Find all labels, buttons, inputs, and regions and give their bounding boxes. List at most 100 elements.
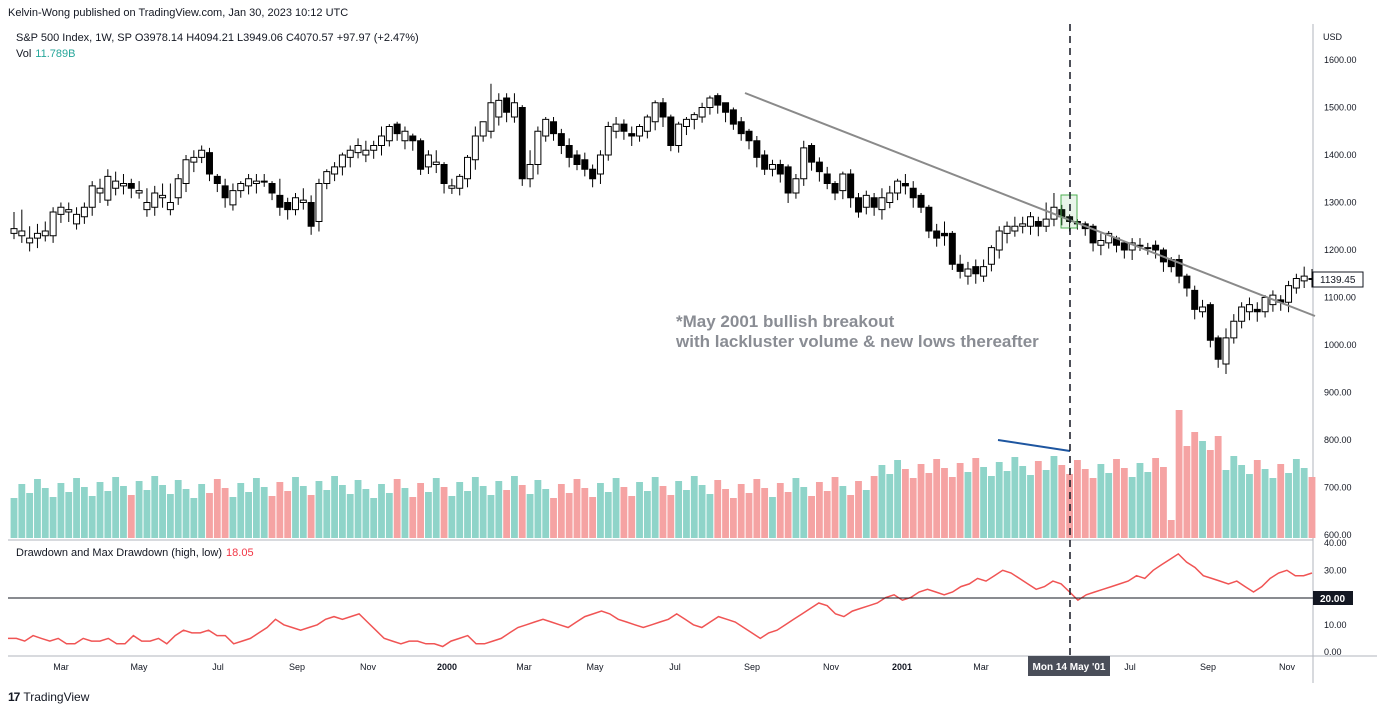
volume-bar (988, 476, 995, 538)
volume-bar (362, 489, 370, 538)
time-tick-label: Mar (53, 662, 69, 672)
volume-bar (370, 498, 378, 538)
candle-down (573, 154, 581, 165)
candle-down (503, 97, 511, 113)
candle-up (1003, 225, 1011, 234)
crosshair-time-label: Mon 14 May '01 (1033, 662, 1106, 673)
candle-up (378, 135, 386, 146)
volume-bar (331, 476, 338, 538)
candle-up (792, 178, 800, 194)
candle-up (80, 206, 88, 218)
volume-bar (464, 491, 471, 538)
volume-bar (1199, 441, 1206, 538)
candle-down (518, 107, 526, 180)
volume-bar (432, 478, 440, 538)
candle-down (620, 123, 628, 132)
volume-bar (690, 476, 698, 538)
candle-up (800, 147, 808, 180)
volume-bar (1152, 458, 1160, 538)
volume-bar (925, 473, 933, 538)
volume-bar (127, 495, 135, 538)
candle-up (182, 159, 190, 184)
candle-down (933, 230, 941, 239)
candle-down (1183, 275, 1191, 289)
candle-up (839, 173, 847, 192)
time-tick-label: Sep (1200, 662, 1216, 672)
footer-brand[interactable]: 17 TradingView (8, 690, 89, 704)
volume-bar (213, 479, 221, 538)
volume-bar (542, 489, 550, 538)
volume-bar (323, 490, 331, 538)
candle-down (972, 266, 980, 275)
candle-up (88, 185, 96, 208)
volume-bar (557, 484, 565, 538)
legend-symbol[interactable]: S&P 500 Index, 1W, SP (16, 32, 132, 44)
volume-bar (761, 488, 769, 538)
candle-up (65, 209, 73, 213)
annotation-line-2[interactable]: with lackluster volume & new lows therea… (675, 332, 1039, 351)
drawdown-axis[interactable]: 40.00 30.00 10.00 0.00 (1324, 538, 1347, 657)
volume-bar (471, 477, 479, 538)
volume-bar (1230, 456, 1238, 538)
volume-bar (1167, 520, 1175, 538)
candle-up (542, 118, 550, 137)
candle-up (315, 183, 323, 222)
breakout-highlight-box[interactable] (1060, 194, 1078, 229)
volume-bar (933, 459, 941, 538)
legend-open: O3978.14 (134, 32, 184, 44)
candle-up (1261, 297, 1269, 313)
candle-up (245, 178, 253, 187)
volume-bar (34, 479, 41, 538)
candle-up (331, 166, 339, 175)
candle-down (393, 123, 401, 135)
volume-label[interactable]: Vol (16, 48, 32, 60)
volume-bar (573, 479, 581, 538)
candle-down (847, 173, 855, 199)
volume-bar (1253, 460, 1261, 538)
candle-up (229, 190, 237, 206)
volume-bar (65, 492, 73, 538)
last-price-label: 1139.45 (1320, 275, 1356, 286)
time-tick-label: Jul (1124, 662, 1136, 672)
volume-bar (112, 477, 120, 538)
volume-bar (1206, 450, 1214, 538)
candle-down (1175, 259, 1183, 277)
candle-up (166, 202, 174, 211)
candle-up (495, 99, 503, 118)
volume-bar (166, 494, 174, 538)
candle-up (151, 192, 159, 208)
volume-bar (1042, 470, 1050, 538)
candle-up (190, 156, 198, 163)
candle-up (456, 175, 464, 189)
candle-up (526, 164, 534, 180)
drawdown-label[interactable]: Drawdown and Max Drawdown (high, low) (16, 547, 223, 559)
candle-up (49, 211, 57, 237)
volume-bar (1175, 410, 1183, 538)
annotation-line-1[interactable]: *May 2001 bullish breakout (676, 312, 895, 331)
candle-up (401, 130, 409, 142)
volume-divergence-line[interactable] (997, 439, 1071, 452)
candle-down (737, 121, 745, 135)
volume-bar (1027, 475, 1034, 538)
candle-up (987, 247, 995, 265)
volume-bar (878, 465, 886, 538)
time-tick-label: Nov (360, 662, 377, 672)
volume-bar (120, 486, 127, 538)
publisher-line: Kelvin-Wong published on TradingView.com… (8, 7, 349, 19)
volume-bar (581, 488, 589, 538)
candle-down (1089, 225, 1097, 244)
time-axis[interactable]: Mar May Jul Sep Nov 2000 Mar May Jul Sep Nov 2001 Ma… (53, 662, 1295, 672)
resistance-trendline[interactable] (744, 92, 1316, 317)
volume-bar (894, 460, 901, 538)
tradingview-logo-icon: 17 (8, 690, 20, 704)
volume-bar (706, 494, 714, 538)
volume-bar (831, 477, 839, 538)
candle-down (1191, 289, 1199, 310)
volume-bar (1277, 464, 1285, 538)
candle-up (362, 149, 370, 156)
price-axis[interactable]: 1600.00 1500.00 1400.00 1300.00 1200.00 1100.… (1324, 55, 1357, 540)
volume-bar (456, 482, 464, 538)
candle-down (823, 173, 831, 184)
volume-bar (143, 490, 151, 538)
